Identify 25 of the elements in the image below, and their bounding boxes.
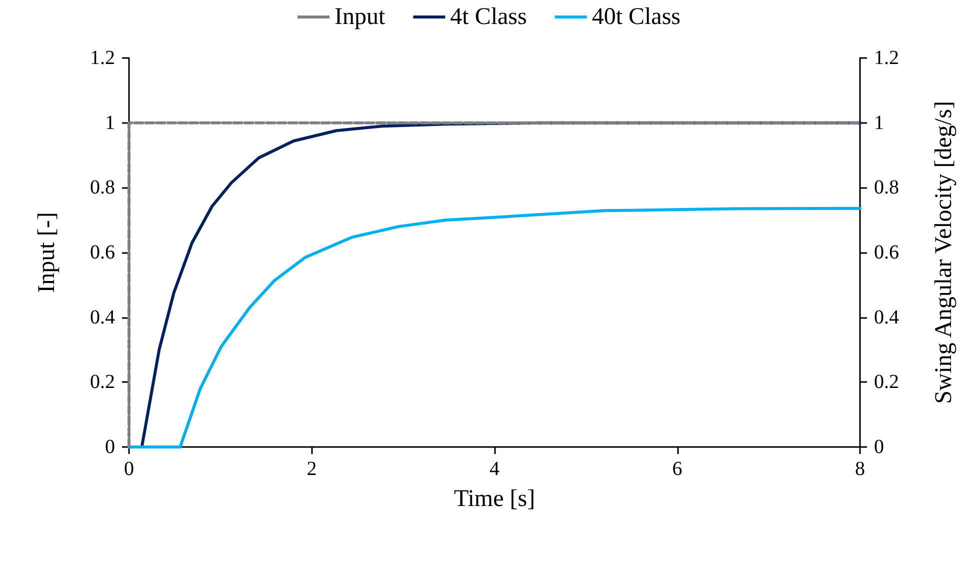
y-tick-label: 0.2	[90, 371, 115, 394]
legend-label: Input	[334, 4, 386, 30]
y-tick-label: 0	[105, 436, 115, 458]
y-tick-label: 0.4	[90, 306, 115, 328]
x-tick-label: 2	[306, 458, 317, 480]
x-tick-label: 0	[124, 458, 134, 480]
legend-label: 4t Class	[450, 4, 527, 30]
x-tick-label: 8	[855, 458, 865, 480]
legend-label: 40t Class	[592, 4, 681, 30]
y2-tick-label: 0.6	[874, 242, 899, 264]
x-tick-label: 4	[490, 458, 500, 480]
y2-tick-label: 1.2	[874, 47, 899, 69]
y-tick-label: 1.2	[90, 47, 115, 69]
y2-tick-label: 0.2	[874, 371, 899, 394]
y-tick-label: 0.8	[90, 176, 115, 199]
x-tick-label: 6	[672, 458, 682, 480]
y-tick-label: 0.6	[90, 242, 115, 264]
y2-tick-label: 0.8	[874, 176, 899, 199]
y2-tick-label: 0.4	[874, 306, 899, 328]
x-axis-title: Time [s]	[454, 486, 536, 512]
y2-tick-label: 1	[874, 112, 884, 134]
y2-axis-title: Swing Angular Velocity [deg/s]	[931, 101, 957, 404]
y-axis-title: Input [-]	[34, 212, 60, 293]
y-tick-label: 1	[105, 112, 115, 134]
y2-tick-label: 0	[874, 436, 884, 458]
